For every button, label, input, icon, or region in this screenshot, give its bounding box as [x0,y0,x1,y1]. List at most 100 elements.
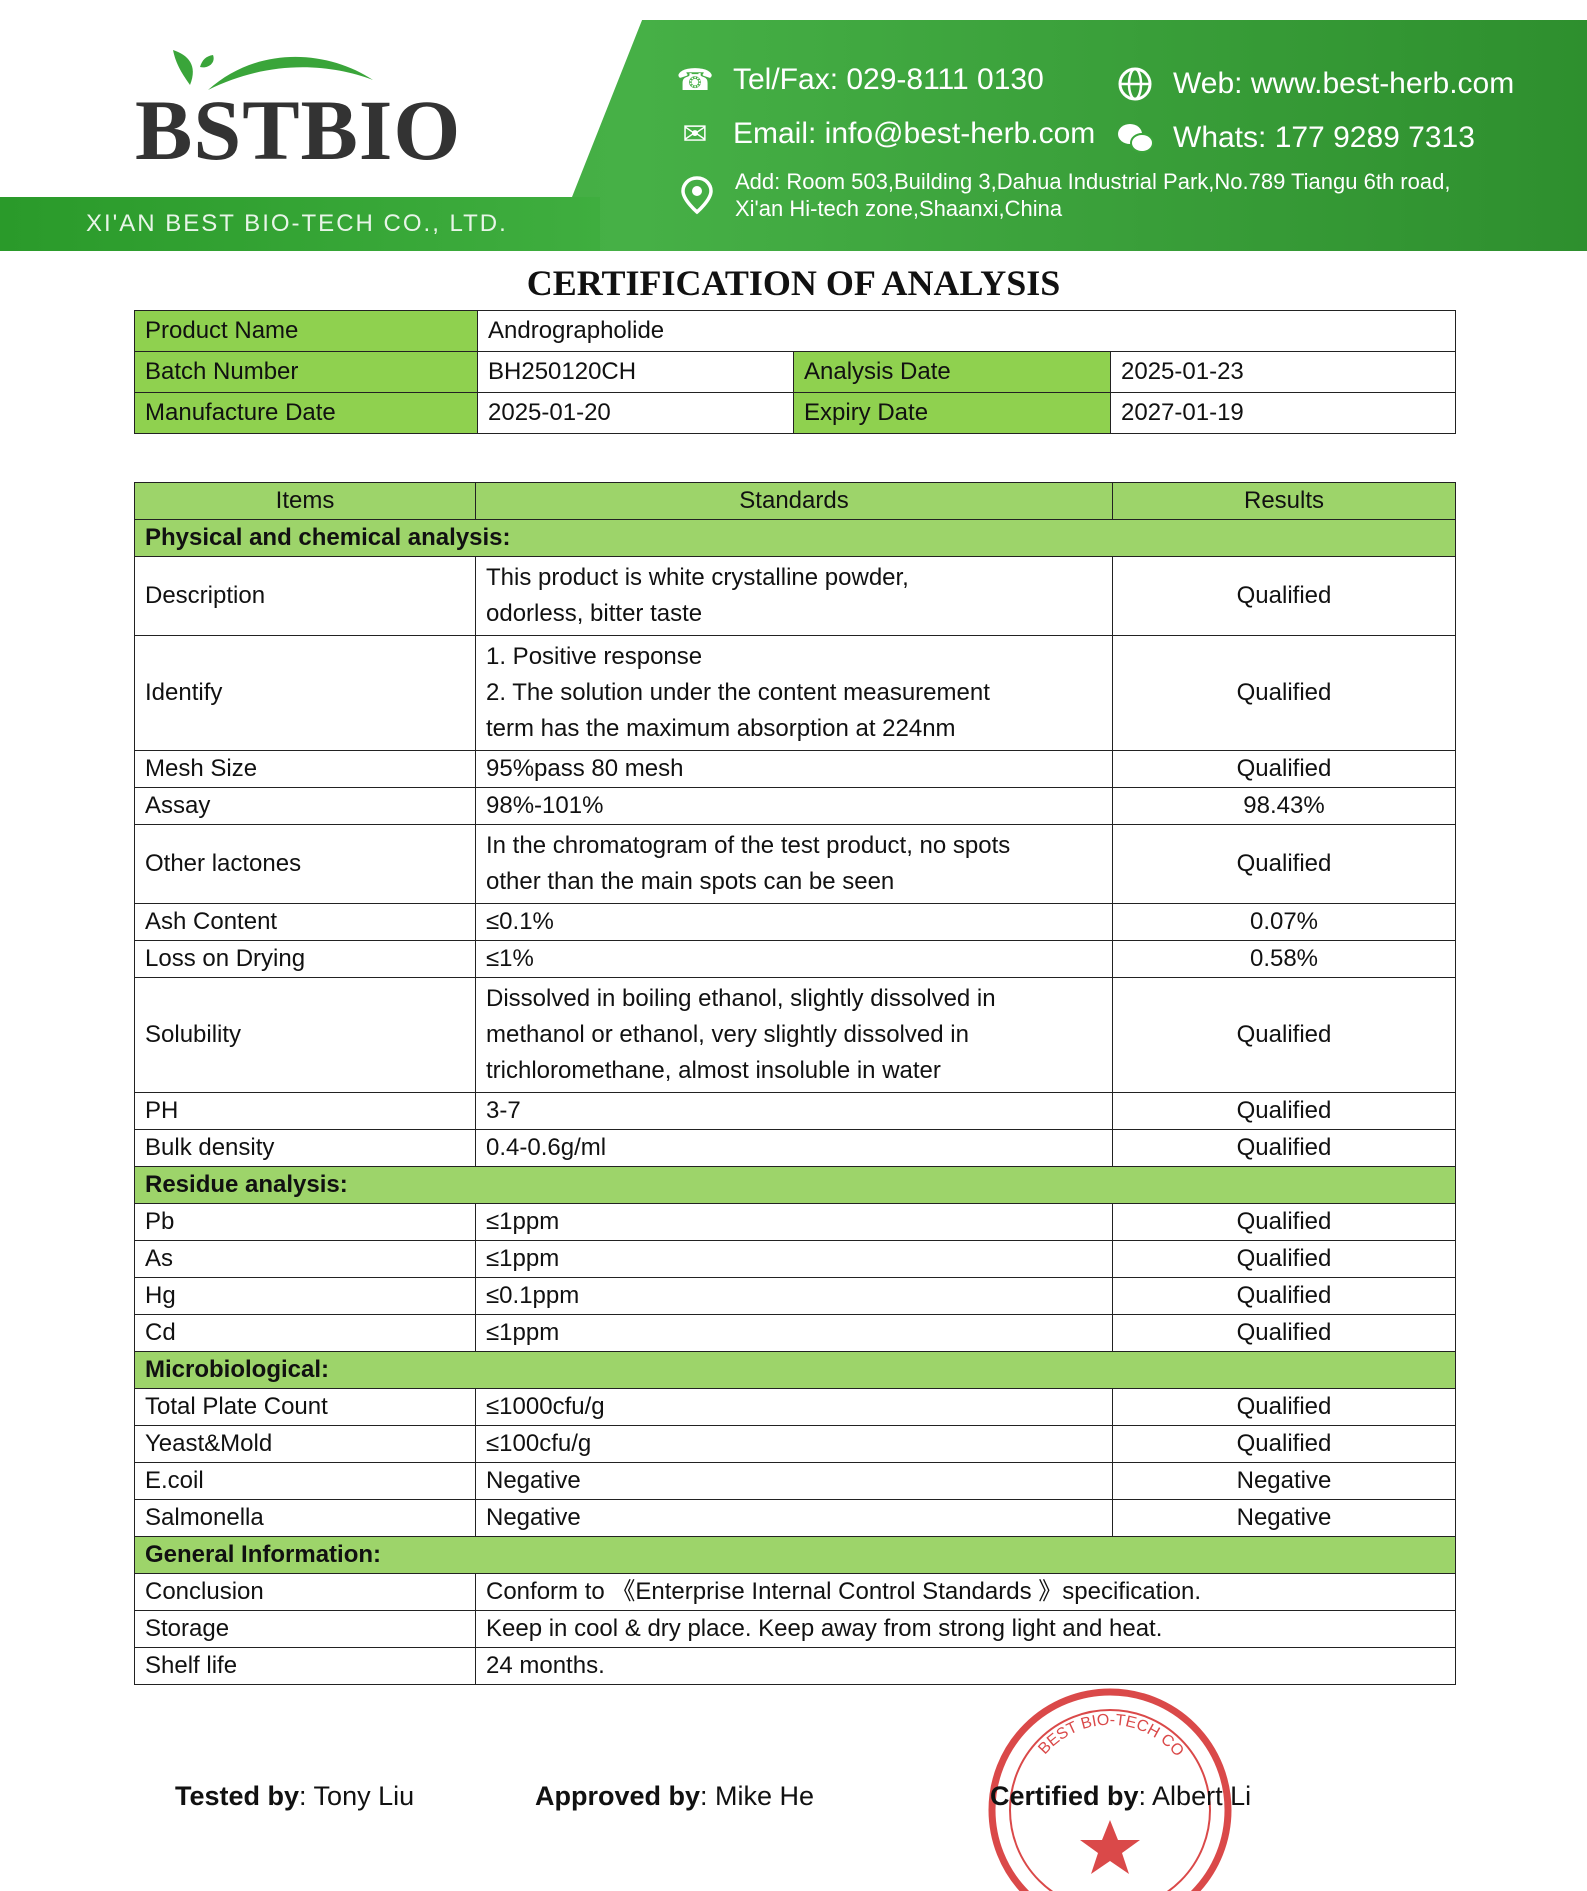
standard-cell: ≤1000cfu/g [475,1388,1113,1426]
standard-line: ≤1% [486,945,534,972]
analysis-date-label: Analysis Date [793,351,1111,393]
table-row: As ≤1ppm Qualified [134,1240,1456,1278]
result-cell: Qualified [1112,1388,1456,1426]
table-row: Other lactones In the chromatogram of the… [134,824,1456,904]
item-name: Description [134,556,476,636]
info-value: Keep in cool & dry place. Keep away from… [475,1610,1456,1648]
standard-line: 98%-101% [486,792,604,819]
table-row: Bulk density 0.4-0.6g/ml Qualified [134,1129,1456,1167]
company-strip [0,197,600,251]
standard-cell: Negative [475,1499,1113,1537]
table-row: Salmonella Negative Negative [134,1499,1456,1537]
standard-cell: 1. Positive response 2. The solution unde… [475,635,1113,751]
contact-email: ✉ Email: info@best-herb.com [675,114,1095,154]
table-row: Assay 98%-101% 98.43% [134,787,1456,825]
standard-line: ≤0.1% [486,908,554,935]
product-name-label: Product Name [134,310,478,352]
web-text: Web: www.best-herb.com [1173,67,1515,100]
standard-line: Negative [486,1504,581,1531]
standard-line: Negative [486,1467,581,1494]
standard-cell: In the chromatogram of the test product,… [475,824,1113,904]
standard-line: 1. Positive response [486,643,703,670]
standard-cell: 95%pass 80 mesh [475,750,1113,788]
item-name: As [134,1240,476,1278]
standard-line: Dissolved in boiling ethanol, slightly d… [486,985,996,1012]
section-row: Microbiological: [134,1351,1456,1389]
result-cell: Qualified [1112,1203,1456,1241]
item-name: Cd [134,1314,476,1352]
tested-by: Tested by: Tony Liu [175,1780,414,1812]
section-title: General Information: [134,1536,1456,1574]
table-row: Pb ≤1ppm Qualified [134,1203,1456,1241]
table-row: Storage Keep in cool & dry place. Keep aw… [134,1610,1456,1648]
approved-by: Approved by: Mike He [535,1780,814,1812]
certified-by-label: Certified by [990,1781,1139,1811]
standard-cell: This product is white crystalline powder… [475,556,1113,636]
table-row: Solubility Dissolved in boiling ethanol, … [134,977,1456,1093]
result-cell: 0.58% [1112,940,1456,978]
table-row: Yeast&Mold ≤100cfu/g Qualified [134,1425,1456,1463]
standard-line: 3-7 [486,1097,521,1124]
result-cell: Qualified [1112,1092,1456,1130]
standard-cell: Dissolved in boiling ethanol, slightly d… [475,977,1113,1093]
result-cell: Qualified [1112,1240,1456,1278]
item-name: Salmonella [134,1499,476,1537]
contact-whats: Whats: 177 9289 7313 [1115,118,1475,158]
result-cell: Qualified [1112,1314,1456,1352]
result-cell: Qualified [1112,1425,1456,1463]
table-row: Hg ≤0.1ppm Qualified [134,1277,1456,1315]
contact-web: Web: www.best-herb.com [1115,64,1514,104]
result-cell: Qualified [1112,635,1456,751]
result-cell: Qualified [1112,977,1456,1093]
standard-cell: ≤1ppm [475,1240,1113,1278]
item-name: Bulk density [134,1129,476,1167]
address-line-2: Xi'an Hi-tech zone,Shaanxi,China [735,196,1063,221]
section-title: Microbiological: [134,1351,1456,1389]
result-cell: Qualified [1112,750,1456,788]
info-value: Conform to 《Enterprise Internal Control … [475,1573,1456,1611]
section-row: Residue analysis: [134,1166,1456,1204]
company-seal-stamp: BEST BIO-TECH CO., LTD. [955,1660,1232,1891]
standard-line: term has the maximum absorption at 224nm [486,715,956,742]
standard-line: 95%pass 80 mesh [486,755,684,782]
column-header-results: Results [1112,482,1456,520]
svg-text:BEST BIO-TECH CO., LTD.: BEST BIO-TECH CO., LTD. [955,1660,1187,1760]
item-name: Shelf life [134,1647,476,1685]
table-row: Description This product is white crystal… [134,556,1456,636]
item-name: Total Plate Count [134,1388,476,1426]
table-row: Total Plate Count ≤1000cfu/g Qualified [134,1388,1456,1426]
info-value: 24 months. [475,1647,1456,1685]
standard-line: This product is white crystalline powder… [486,564,909,591]
result-cell: Qualified [1112,1277,1456,1315]
analysis-date-value: 2025-01-23 [1110,351,1456,393]
standard-line: ≤1ppm [486,1319,560,1346]
certified-by: Certified by: Albert Li [990,1780,1251,1812]
column-header-standards: Standards [475,482,1113,520]
item-name: E.coil [134,1462,476,1500]
tested-by-label: Tested by [175,1781,300,1811]
contact-tel: ☎ Tel/Fax: 029-8111 0130 [675,60,1043,100]
standard-line: methanol or ethanol, very slightly disso… [486,1021,969,1048]
result-cell: 0.07% [1112,903,1456,941]
standard-line: trichloromethane, almost insoluble in wa… [486,1057,941,1084]
email-text: Email: info@best-herb.com [733,117,1096,150]
logo-panel [0,0,650,197]
whats-text: Whats: 177 9289 7313 [1173,121,1475,154]
batch-label: Batch Number [134,351,478,393]
address-line-1: Add: Room 503,Building 3,Dahua Industria… [735,169,1451,194]
table-row: Conclusion Conform to 《Enterprise Interna… [134,1573,1456,1611]
column-header-items: Items [134,482,476,520]
standard-cell: ≤100cfu/g [475,1425,1113,1463]
product-name-value: Andrographolide [477,310,1456,352]
batch-value: BH250120CH [477,351,794,393]
mail-icon: ✉ [682,117,708,151]
standard-line: 2. The solution under the content measur… [486,679,990,706]
info-row: Product Name Andrographolide [134,310,1456,352]
item-name: Identify [134,635,476,751]
info-row: Manufacture Date 2025-01-20 Expiry Date … [134,392,1456,434]
standard-cell: ≤0.1% [475,903,1113,941]
company-name: XI'AN BEST BIO-TECH CO., LTD. [86,210,508,237]
expiry-date-label: Expiry Date [793,392,1111,434]
manufacture-date-label: Manufacture Date [134,392,478,434]
standard-cell: ≤1ppm [475,1314,1113,1352]
